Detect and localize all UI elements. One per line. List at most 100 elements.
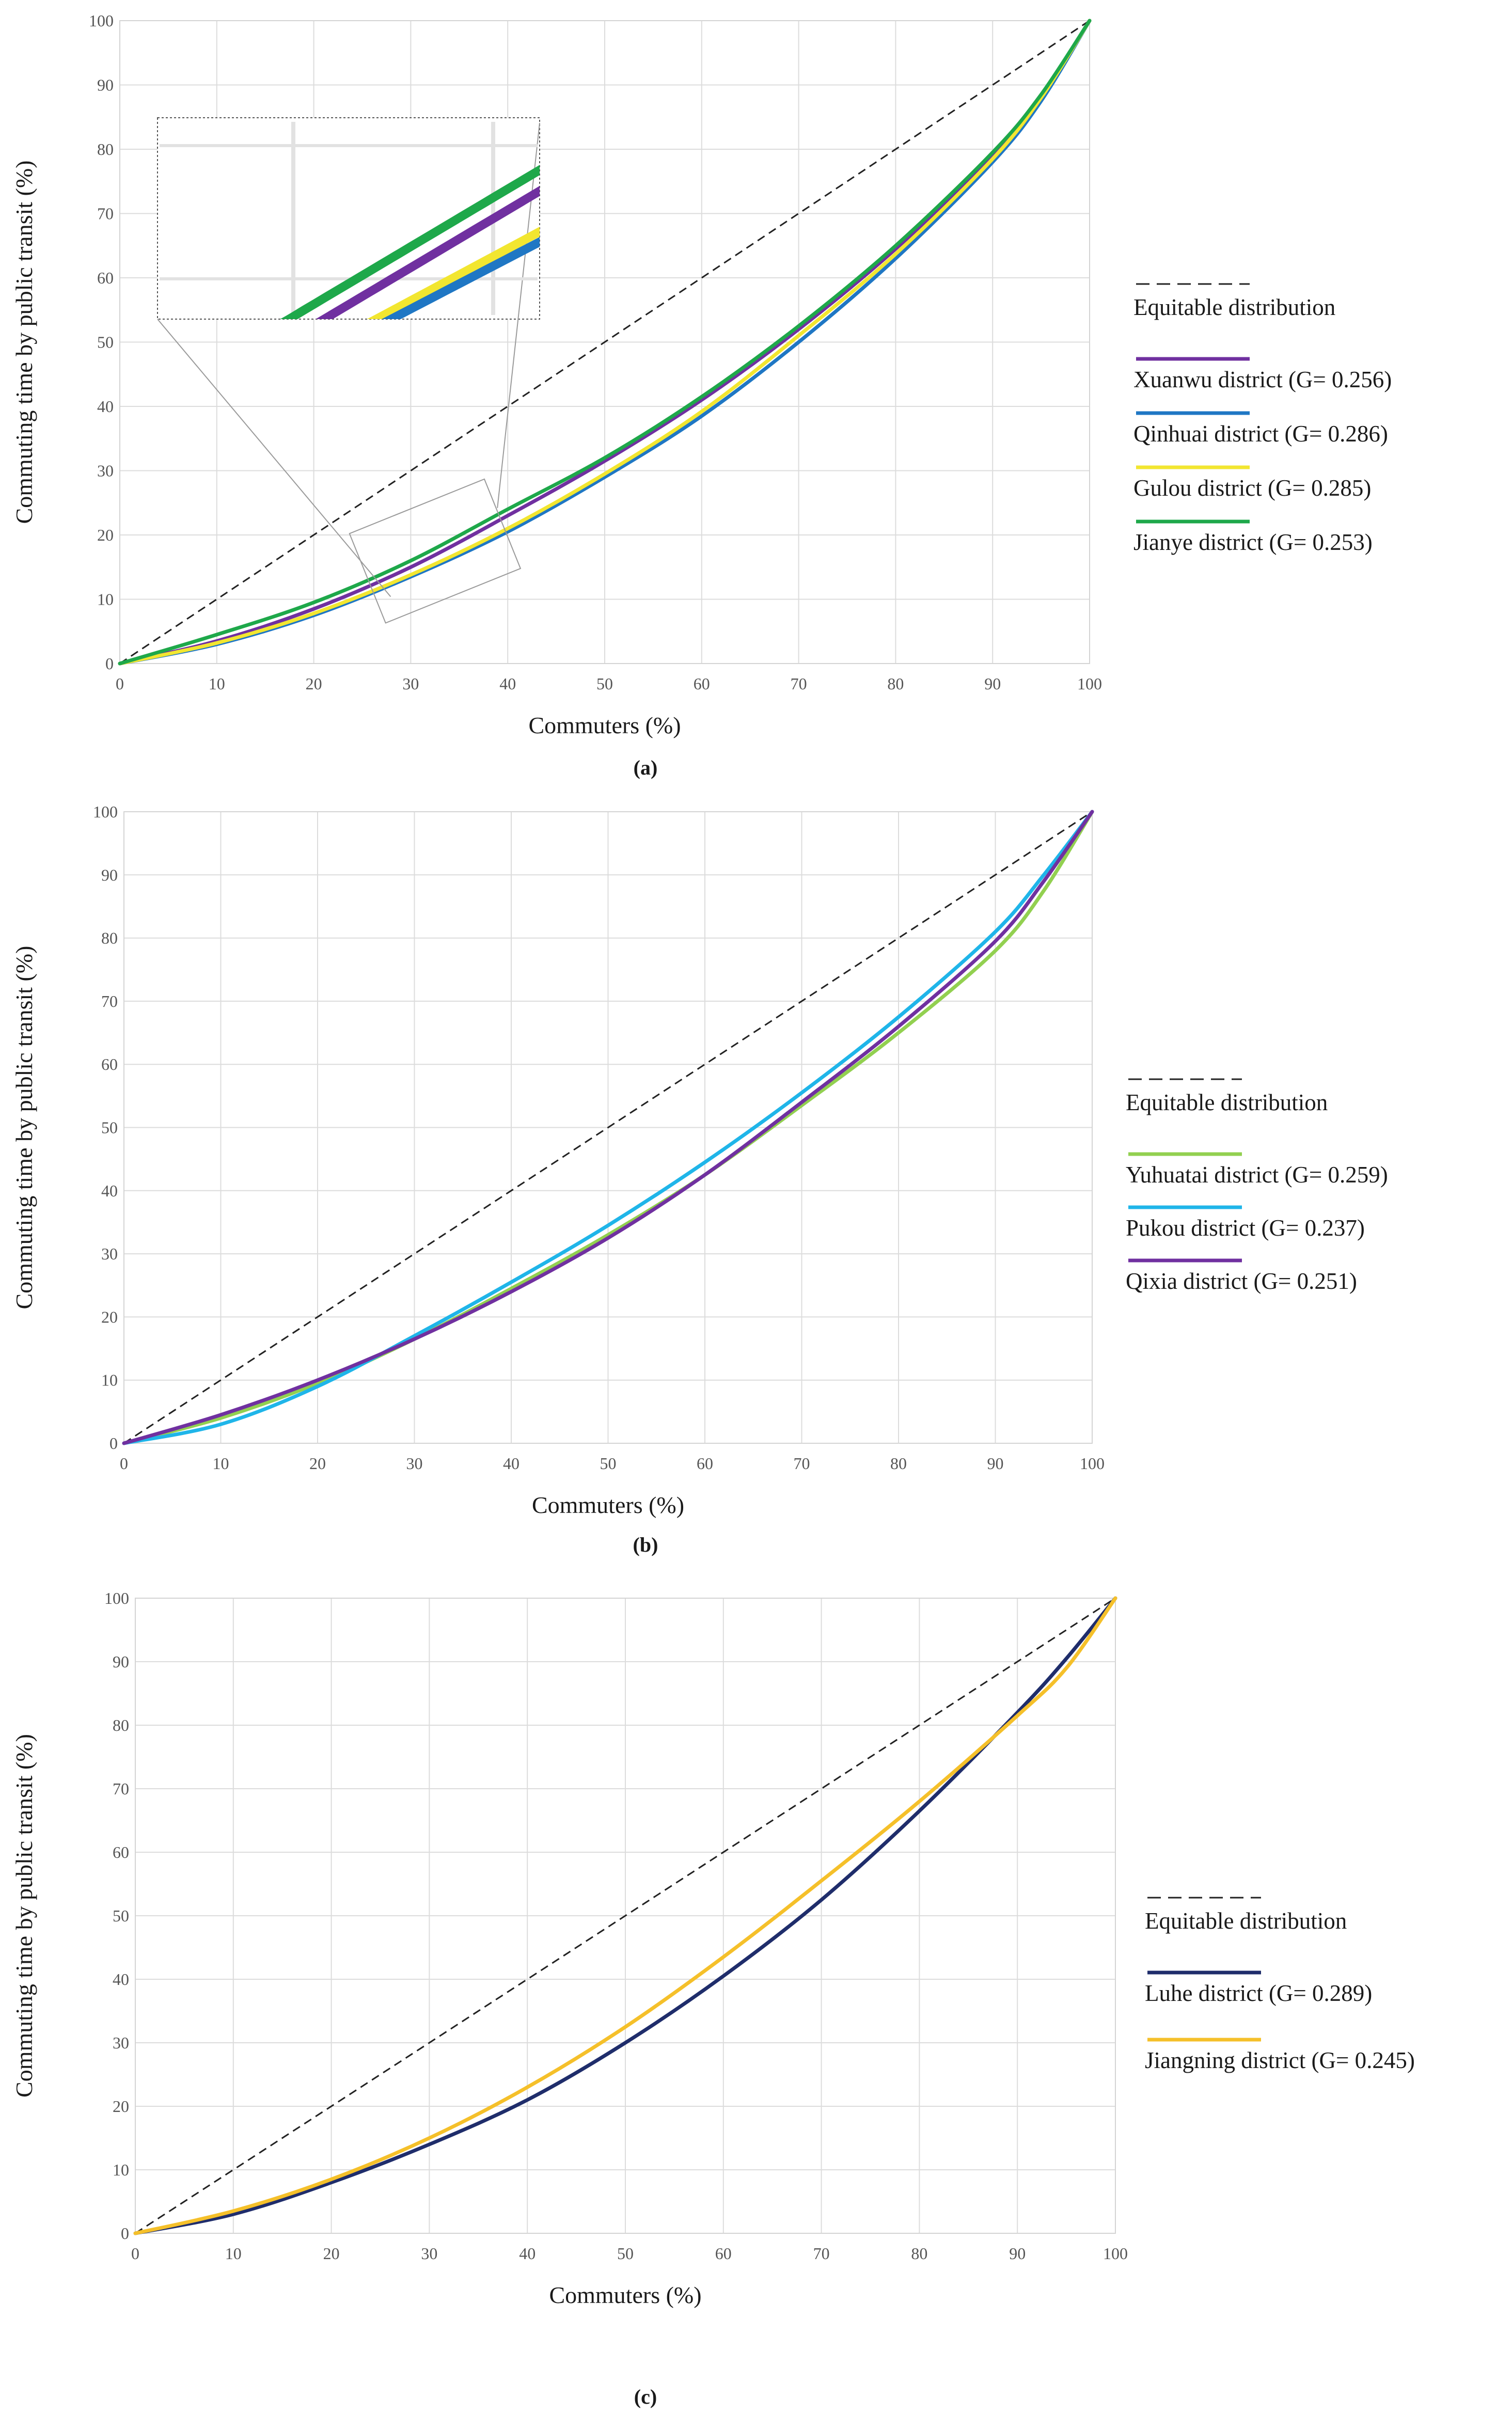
x-tick-label: 10 [225,2244,242,2263]
series-line [118,19,1092,666]
x-tick-label: 60 [697,1454,713,1473]
legend-label: Luhe district (G= 0.289) [1145,1980,1372,2006]
legend-label: Gulou district (G= 0.285) [1133,475,1371,501]
x-tick-label: 30 [402,674,419,693]
inset-series-line [280,165,540,319]
y-tick-label: 40 [101,1181,118,1200]
x-tick-label: 50 [596,674,613,693]
panel-a: 0 10 20 30 40 50 60 70 80 90 100 0 10 20 30 40 50 60 70 80 9… [11,11,1392,779]
x-tick-label: 0 [116,674,124,693]
legend-label: Jianye district (G= 0.253) [1133,529,1373,555]
equality-line [119,20,1090,665]
x-axis-label: Commuters (%) [532,1492,684,1518]
y-tick-label: 30 [113,2033,129,2052]
legend-label: Xuanwu district (G= 0.256) [1133,367,1392,392]
y-tick-label: 60 [113,1843,129,1862]
series-line [133,1596,1117,2235]
x-tick-label: 100 [1103,2244,1128,2263]
panel-label: (c) [634,2385,657,2408]
y-tick-label: 80 [97,140,114,159]
y-tick-label: 20 [113,2097,129,2116]
y-axis-label: Commuting time by public transit (%) [11,946,37,1310]
y-tick-label: 60 [97,269,114,287]
y-tick-label: 80 [101,929,118,948]
x-tick-label: 100 [1077,674,1102,693]
x-tick-label: 0 [120,1454,128,1473]
plot-frame [135,1598,1116,2234]
y-tick-label: 90 [97,76,114,94]
y-tick-label: 40 [113,1970,129,1989]
x-tick-label: 10 [209,674,225,693]
equality-line [123,811,1093,1444]
y-axis-label: Commuting time by public transit (%) [11,1734,37,2097]
panel-label: (b) [633,1533,658,1556]
inset-connector [157,319,391,597]
panel-label: (a) [634,756,658,779]
x-tick-label: 20 [306,674,322,693]
x-tick-label: 40 [519,2244,536,2263]
series-line [122,810,1094,1445]
x-tick-label: 70 [813,2244,830,2263]
legend-label: Qixia district (G= 0.251) [1126,1268,1357,1294]
y-tick-label: 0 [121,2224,129,2243]
inset-series-line [316,186,540,319]
x-tick-label: 80 [887,674,904,693]
y-tick-label: 70 [101,992,118,1011]
x-axis-label: Commuters (%) [549,2282,701,2308]
y-tick-label: 100 [89,11,114,30]
x-tick-label: 70 [791,674,807,693]
y-tick-label: 50 [101,1118,118,1137]
legend: Equitable distribution Xuanwu district (G… [1133,283,1392,555]
inset-plot [280,165,540,319]
x-tick-label: 0 [131,2244,139,2263]
zoom-region-box [349,478,522,624]
y-tick-label: 30 [97,462,114,480]
x-tick-label: 80 [890,1454,907,1473]
panel-c: 0 10 20 30 40 50 60 70 80 90 100 0 10 20 30 40 50 60 70 80 9… [11,1589,1415,2408]
legend-label: Qinhuai district (G= 0.286) [1133,421,1388,447]
y-tick-label: 50 [113,1906,129,1925]
x-tick-label: 40 [499,674,516,693]
series-line [118,19,1092,666]
x-tick-label: 100 [1080,1454,1105,1473]
x-tick-label: 90 [1009,2244,1026,2263]
x-tick-label: 30 [421,2244,437,2263]
legend-label: Yuhuatai district (G= 0.259) [1126,1162,1388,1188]
inset-frame [157,117,540,320]
legend-label: Pukou district (G= 0.237) [1126,1215,1365,1241]
series-line [118,19,1092,666]
y-tick-label: 10 [101,1371,118,1390]
series-line [133,1596,1117,2235]
legend: Equitable distribution Yuhuatai district … [1126,1078,1388,1294]
inset-series-line [382,236,540,319]
plot-frame [123,811,1093,1444]
x-tick-label: 50 [600,1454,617,1473]
x-tick-label: 60 [694,674,710,693]
y-tick-label: 70 [113,1779,129,1798]
y-tick-label: 90 [101,865,118,884]
panel-b: 0 10 20 30 40 50 60 70 80 90 100 0 10 20 30 40 50 60 70 80 9… [11,802,1388,1556]
y-tick-label: 50 [97,333,114,352]
x-tick-label: 60 [715,2244,732,2263]
x-tick-label: 50 [617,2244,634,2263]
x-tick-label: 20 [323,2244,340,2263]
y-tick-label: 30 [101,1244,118,1263]
x-tick-label: 70 [794,1454,810,1473]
y-tick-label: 90 [113,1652,129,1671]
legend-label-equality: Equitable distribution [1133,294,1335,320]
equality-line [135,1597,1116,2234]
x-tick-label: 10 [213,1454,229,1473]
y-tick-label: 0 [109,1434,118,1453]
y-tick-label: 60 [101,1055,118,1074]
plot-frame [119,20,1090,664]
x-axis-label: Commuters (%) [528,712,681,738]
y-tick-label: 10 [97,590,114,609]
x-tick-label: 90 [987,1454,1004,1473]
x-tick-label: 90 [984,674,1001,693]
y-tick-label: 40 [97,397,114,416]
inset-series-line [367,227,540,319]
legend-label-equality: Equitable distribution [1145,1908,1347,1934]
legend-label-equality: Equitable distribution [1126,1090,1328,1115]
y-tick-label: 20 [101,1307,118,1326]
